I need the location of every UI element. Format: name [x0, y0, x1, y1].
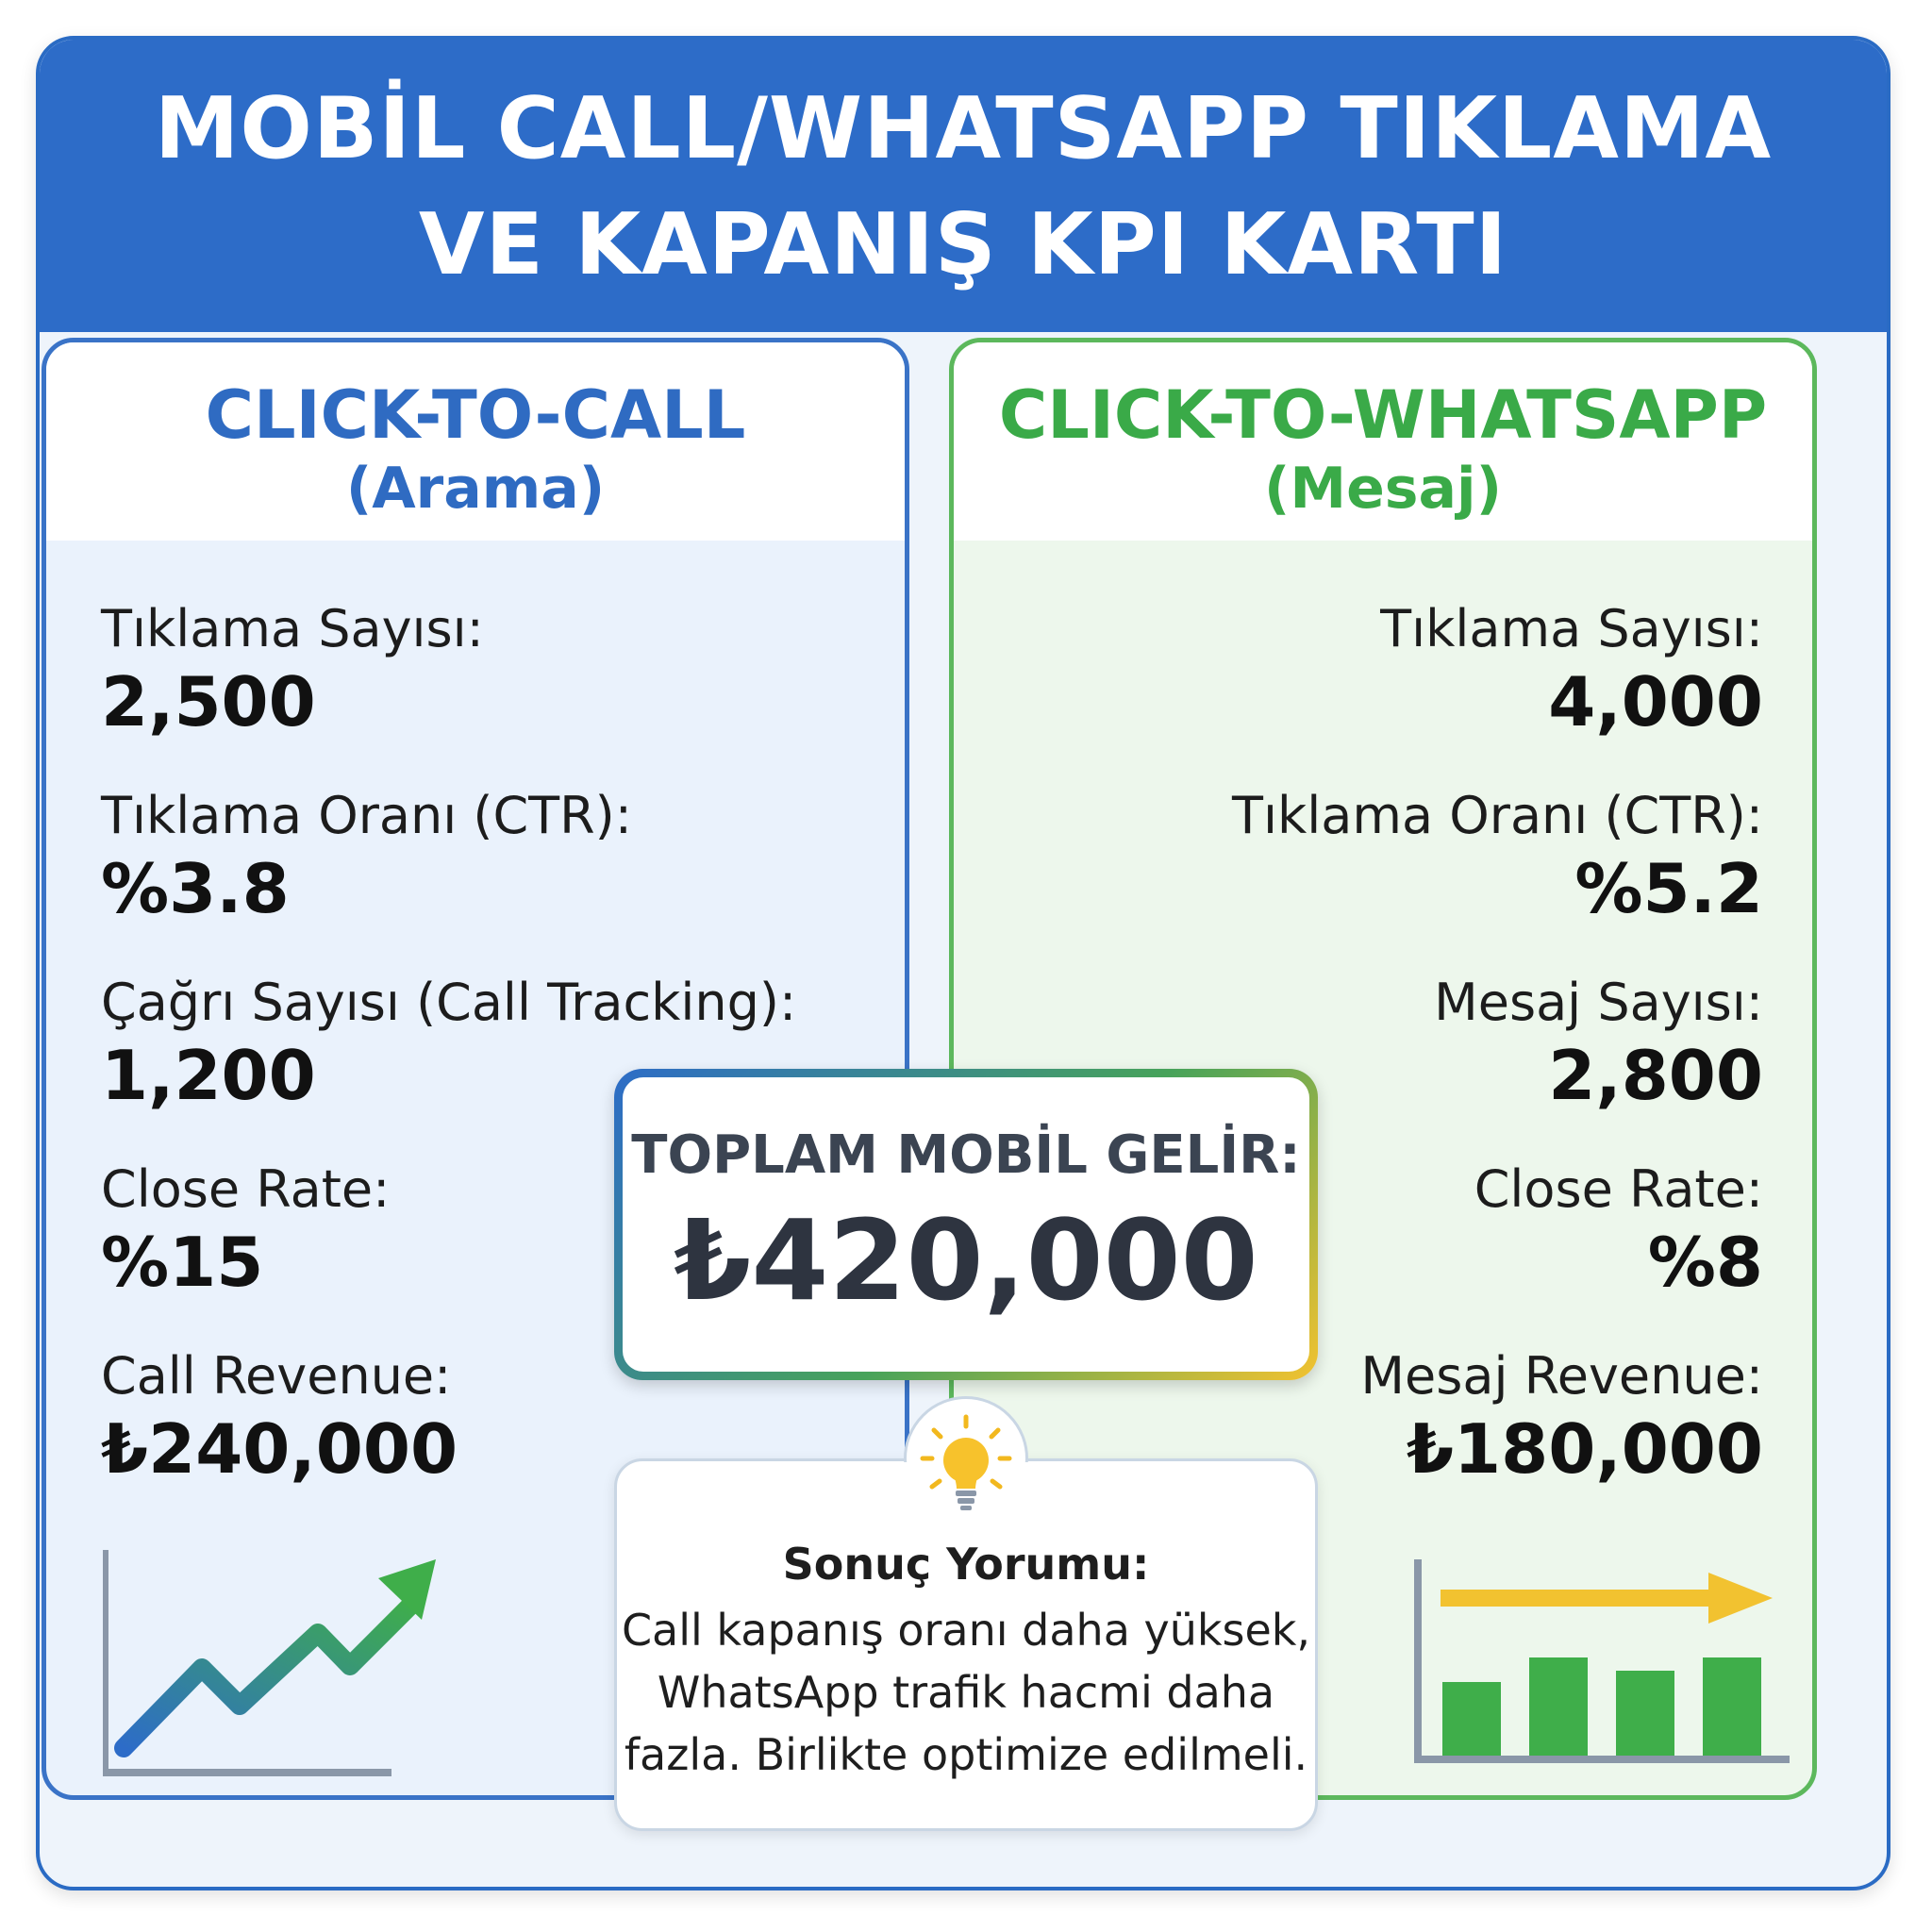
result-comment-line: Call kapanış oranı daha yüksek,: [621, 1605, 1311, 1656]
metric-value: ₺180,000: [1406, 1409, 1763, 1489]
page-title-line-1: MOBİL CALL/WHATSAPP TIKLAMA: [154, 79, 1773, 178]
whatsapp-click-count: Tıklama Sayısı: 4,000: [1380, 599, 1763, 741]
lightbulb-icon: [920, 1414, 1012, 1510]
bar-chart-arrow-icon: [1414, 1559, 1790, 1763]
total-revenue-label: TOPLAM MOBİL GELİR:: [631, 1124, 1301, 1186]
call-revenue: Call Revenue: ₺240,000: [101, 1346, 458, 1489]
metric-value: %15: [101, 1223, 264, 1302]
metric-label: Çağrı Sayısı (Call Tracking):: [101, 973, 797, 1032]
metric-value: %3.8: [101, 849, 290, 928]
metric-label: Mesaj Revenue:: [1360, 1346, 1763, 1406]
whatsapp-ctr: Tıklama Oranı (CTR): %5.2: [1232, 786, 1763, 928]
metric-label: Close Rate:: [101, 1159, 391, 1219]
metric-label: Call Revenue:: [101, 1346, 452, 1406]
whatsapp-panel-header: CLICK-TO-WHATSAPP (Mesaj): [954, 342, 1812, 541]
call-ctr: Tıklama Oranı (CTR): %3.8: [101, 786, 632, 928]
metric-label: Mesaj Sayısı:: [1434, 973, 1763, 1032]
call-panel-header: CLICK-TO-CALL (Arama): [46, 342, 905, 541]
metric-label: Tıklama Oranı (CTR):: [101, 786, 632, 845]
header-banner: MOBİL CALL/WHATSAPP TIKLAMA VE KAPANIŞ K…: [40, 40, 1887, 332]
call-click-count: Tıklama Sayısı: 2,500: [101, 599, 484, 741]
total-revenue-inner: TOPLAM MOBİL GELİR: ₺420,000: [623, 1077, 1309, 1372]
result-comment-line: WhatsApp trafik hacmi daha: [657, 1667, 1275, 1718]
call-close-rate: Close Rate: %15: [101, 1159, 390, 1302]
metric-value: %5.2: [1574, 849, 1763, 928]
trend-up-line-chart-icon: [103, 1550, 436, 1776]
call-tracking-count: Çağrı Sayısı (Call Tracking): 1,200: [101, 973, 796, 1115]
metric-label: Tıklama Sayısı:: [1380, 599, 1763, 658]
metric-label: Tıklama Oranı (CTR):: [1232, 786, 1763, 845]
result-comment-line: fazla. Birlikte optimize edilmeli.: [624, 1729, 1308, 1780]
whatsapp-revenue: Mesaj Revenue: ₺180,000: [1360, 1346, 1763, 1489]
metric-value: 4,000: [1548, 662, 1763, 741]
metric-label: Tıklama Sayısı:: [101, 599, 484, 658]
metric-value: ₺240,000: [101, 1409, 458, 1489]
total-revenue-box: TOPLAM MOBİL GELİR: ₺420,000: [614, 1069, 1318, 1380]
total-revenue-value: ₺420,000: [674, 1195, 1258, 1325]
result-comment-title: Sonuç Yorumu:: [782, 1539, 1150, 1590]
whatsapp-close-rate: Close Rate: %8: [1474, 1159, 1763, 1302]
call-panel-title: CLICK-TO-CALL: [205, 376, 746, 454]
call-panel-subtitle: (Arama): [345, 456, 606, 522]
whatsapp-panel-title: CLICK-TO-WHATSAPP: [998, 376, 1768, 454]
metric-value: 2,500: [101, 662, 316, 741]
whatsapp-message-count: Mesaj Sayısı: 2,800: [1434, 973, 1763, 1115]
metric-value: 2,800: [1548, 1036, 1763, 1115]
whatsapp-panel-subtitle: (Mesaj): [1263, 456, 1502, 522]
metric-value: 1,200: [101, 1036, 316, 1115]
result-comment-box: Sonuç Yorumu: Call kapanış oranı daha yü…: [614, 1458, 1318, 1831]
metric-label: Close Rate:: [1474, 1159, 1763, 1219]
metric-value: %8: [1647, 1223, 1763, 1302]
page-title-line-2: VE KAPANIŞ KPI KARTI: [418, 195, 1508, 294]
